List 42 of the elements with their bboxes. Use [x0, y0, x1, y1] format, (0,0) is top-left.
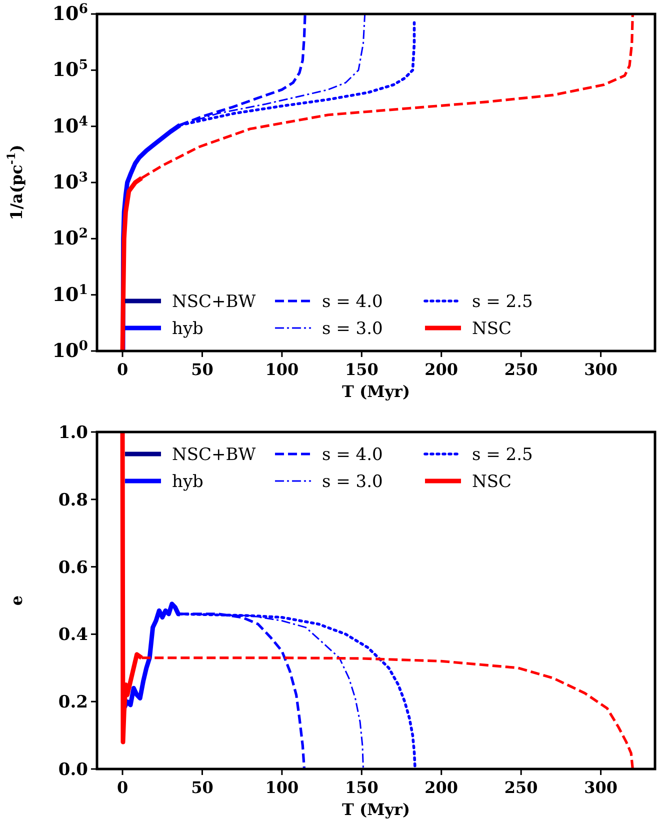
legend-label: s = 3.0 [322, 472, 383, 492]
x-tick-label: 0 [116, 360, 128, 379]
y-tick-label: 10$^{6}$ [52, 2, 88, 25]
legend-label: s = 4.0 [322, 445, 383, 465]
x-tick-label: 150 [344, 360, 378, 379]
y-tick-label: 0.2 [58, 692, 88, 713]
y-tick-label: 1.0 [58, 423, 88, 443]
y-tick-label: 10$^{1}$ [52, 282, 88, 306]
x-tick-label: 0 [116, 778, 128, 797]
x-tick-label: 200 [424, 778, 458, 797]
x-axis-title: T (Myr) [342, 800, 410, 819]
y-tick-label: 0.8 [58, 490, 88, 510]
x-tick-label: 300 [584, 360, 618, 379]
x-tick-label: 100 [265, 360, 299, 379]
legend-label: NSC [472, 472, 512, 492]
y-tick-label: 10$^{2}$ [52, 226, 88, 250]
x-tick-label: 100 [265, 778, 299, 797]
legend-label: s = 2.5 [472, 445, 533, 465]
y-tick-label: 0.4 [58, 625, 88, 646]
x-tick-label: 200 [424, 360, 458, 379]
legend-label: s = 4.0 [322, 292, 383, 312]
legend-label: NSC [472, 319, 512, 339]
legend-label: NSC+BW [172, 445, 256, 465]
y-axis-title: e [7, 595, 26, 606]
x-tick-label: 50 [191, 778, 214, 797]
y-tick-label: 10$^{4}$ [52, 114, 88, 138]
x-tick-label: 300 [584, 778, 618, 797]
legend-label: s = 3.0 [322, 319, 383, 339]
legend-label: s = 2.5 [472, 292, 533, 312]
y-tick-label: 0.6 [58, 558, 88, 578]
y-tick-label: 10$^{5}$ [52, 58, 88, 82]
x-tick-label: 250 [504, 360, 538, 379]
x-tick-label: 250 [504, 778, 538, 797]
y-tick-label: 10$^{0}$ [52, 338, 88, 362]
legend-label: hyb [172, 319, 204, 339]
legend-label: NSC+BW [172, 292, 256, 312]
x-tick-label: 150 [344, 778, 378, 797]
x-tick-label: 50 [191, 360, 214, 379]
y-tick-label: 10$^{3}$ [52, 170, 88, 194]
legend-label: hyb [172, 472, 204, 492]
x-axis-title: T (Myr) [342, 382, 410, 401]
y-tick-label: 0.0 [58, 760, 88, 780]
